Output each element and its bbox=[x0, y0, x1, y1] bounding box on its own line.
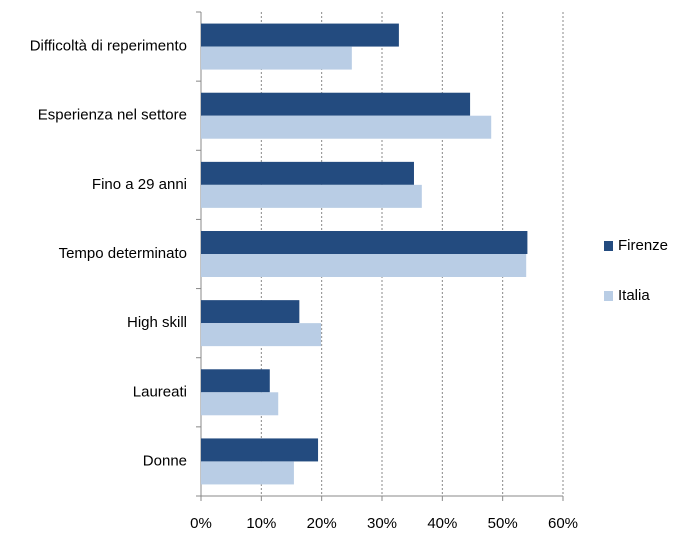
legend-swatch bbox=[604, 291, 613, 301]
bar bbox=[201, 23, 399, 47]
bar bbox=[201, 392, 279, 416]
bar bbox=[201, 254, 527, 277]
bar bbox=[201, 438, 319, 462]
bar bbox=[201, 461, 294, 485]
legend-label: Italia bbox=[618, 287, 650, 304]
bar bbox=[201, 46, 352, 70]
y-tick-label: High skill bbox=[127, 314, 187, 331]
bar bbox=[201, 323, 322, 347]
x-tick-label: 0% bbox=[190, 515, 212, 532]
x-tick-label: 20% bbox=[307, 515, 337, 532]
bar bbox=[201, 115, 492, 139]
x-tick-label: 10% bbox=[246, 515, 276, 532]
x-tick-label: 30% bbox=[367, 515, 397, 532]
bar bbox=[201, 300, 300, 324]
x-tick-label: 40% bbox=[427, 515, 457, 532]
legend-label: Firenze bbox=[618, 237, 668, 254]
bar bbox=[201, 231, 528, 254]
bar bbox=[201, 92, 471, 116]
x-tick-label: 60% bbox=[548, 515, 578, 532]
bar bbox=[201, 184, 422, 208]
y-tick-label: Donne bbox=[143, 452, 187, 469]
legend-swatch bbox=[604, 241, 613, 251]
y-tick-label: Difficoltà di reperimento bbox=[30, 38, 187, 55]
y-tick-label: Tempo determinato bbox=[59, 245, 187, 262]
x-tick-label: 50% bbox=[488, 515, 518, 532]
y-tick-label: Laureati bbox=[133, 383, 187, 400]
y-tick-label: Fino a 29 anni bbox=[92, 176, 187, 193]
y-tick-label: Esperienza nel settore bbox=[38, 107, 187, 124]
bar bbox=[201, 369, 270, 393]
bar bbox=[201, 161, 414, 185]
